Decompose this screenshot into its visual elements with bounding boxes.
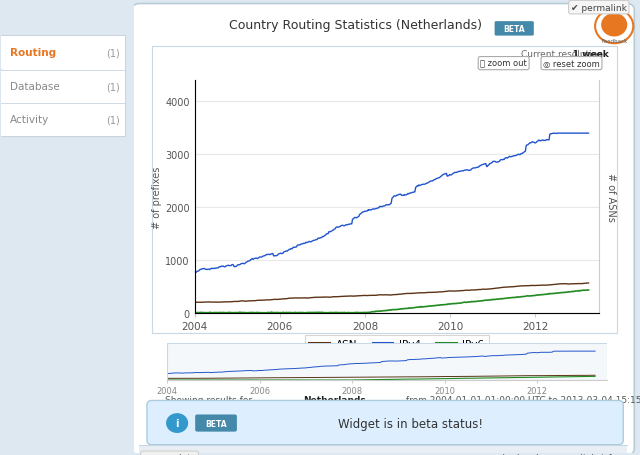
Text: ✔ permalink: ✔ permalink <box>571 4 627 13</box>
Bar <box>140 445 627 455</box>
Text: BETA: BETA <box>504 25 525 34</box>
Text: embed code: embed code <box>488 453 545 455</box>
Text: Country Routing Statistics (Netherlands): Country Routing Statistics (Netherlands) <box>229 19 482 32</box>
Text: Showing results for: Showing results for <box>164 395 255 404</box>
Text: 1 week: 1 week <box>504 50 609 59</box>
Text: Current resolution:: Current resolution: <box>522 50 609 59</box>
Text: Widget is in beta status!: Widget is in beta status! <box>338 417 483 430</box>
Text: info: info <box>600 453 618 455</box>
Text: ◎ reset zoom: ◎ reset zoom <box>543 60 600 68</box>
Text: Feedback: Feedback <box>601 39 627 44</box>
Text: Activity: Activity <box>10 115 49 125</box>
Y-axis label: # of prefixes: # of prefixes <box>152 166 163 228</box>
FancyBboxPatch shape <box>495 22 534 36</box>
Y-axis label: # of ASNs: # of ASNs <box>606 173 616 222</box>
Text: Netherlands: Netherlands <box>303 395 365 404</box>
FancyBboxPatch shape <box>152 47 617 334</box>
FancyBboxPatch shape <box>195 415 237 432</box>
Bar <box>1 37 125 70</box>
Text: source data: source data <box>143 453 196 455</box>
Text: ⌕ zoom out: ⌕ zoom out <box>480 60 527 68</box>
FancyBboxPatch shape <box>1 36 125 136</box>
Text: BETA: BETA <box>205 419 227 428</box>
Text: (1): (1) <box>106 48 120 58</box>
Text: permalink: permalink <box>551 453 596 455</box>
Text: Routing: Routing <box>10 48 56 58</box>
Text: i: i <box>175 418 179 428</box>
Text: (1): (1) <box>106 115 120 125</box>
Circle shape <box>595 10 634 44</box>
FancyBboxPatch shape <box>132 5 634 455</box>
Circle shape <box>166 413 188 433</box>
Text: (1): (1) <box>106 82 120 92</box>
Legend: ASN, IPv4, IPv6: ASN, IPv4, IPv6 <box>305 335 488 353</box>
Text: from 2004-01-01 01:00:00 UTC to 2013-03-04 15:15:00 UTC: from 2004-01-01 01:00:00 UTC to 2013-03-… <box>403 395 640 404</box>
Text: Database: Database <box>10 82 60 92</box>
Bar <box>1 104 125 136</box>
Circle shape <box>601 14 627 37</box>
FancyBboxPatch shape <box>147 400 623 445</box>
Bar <box>1 71 125 103</box>
